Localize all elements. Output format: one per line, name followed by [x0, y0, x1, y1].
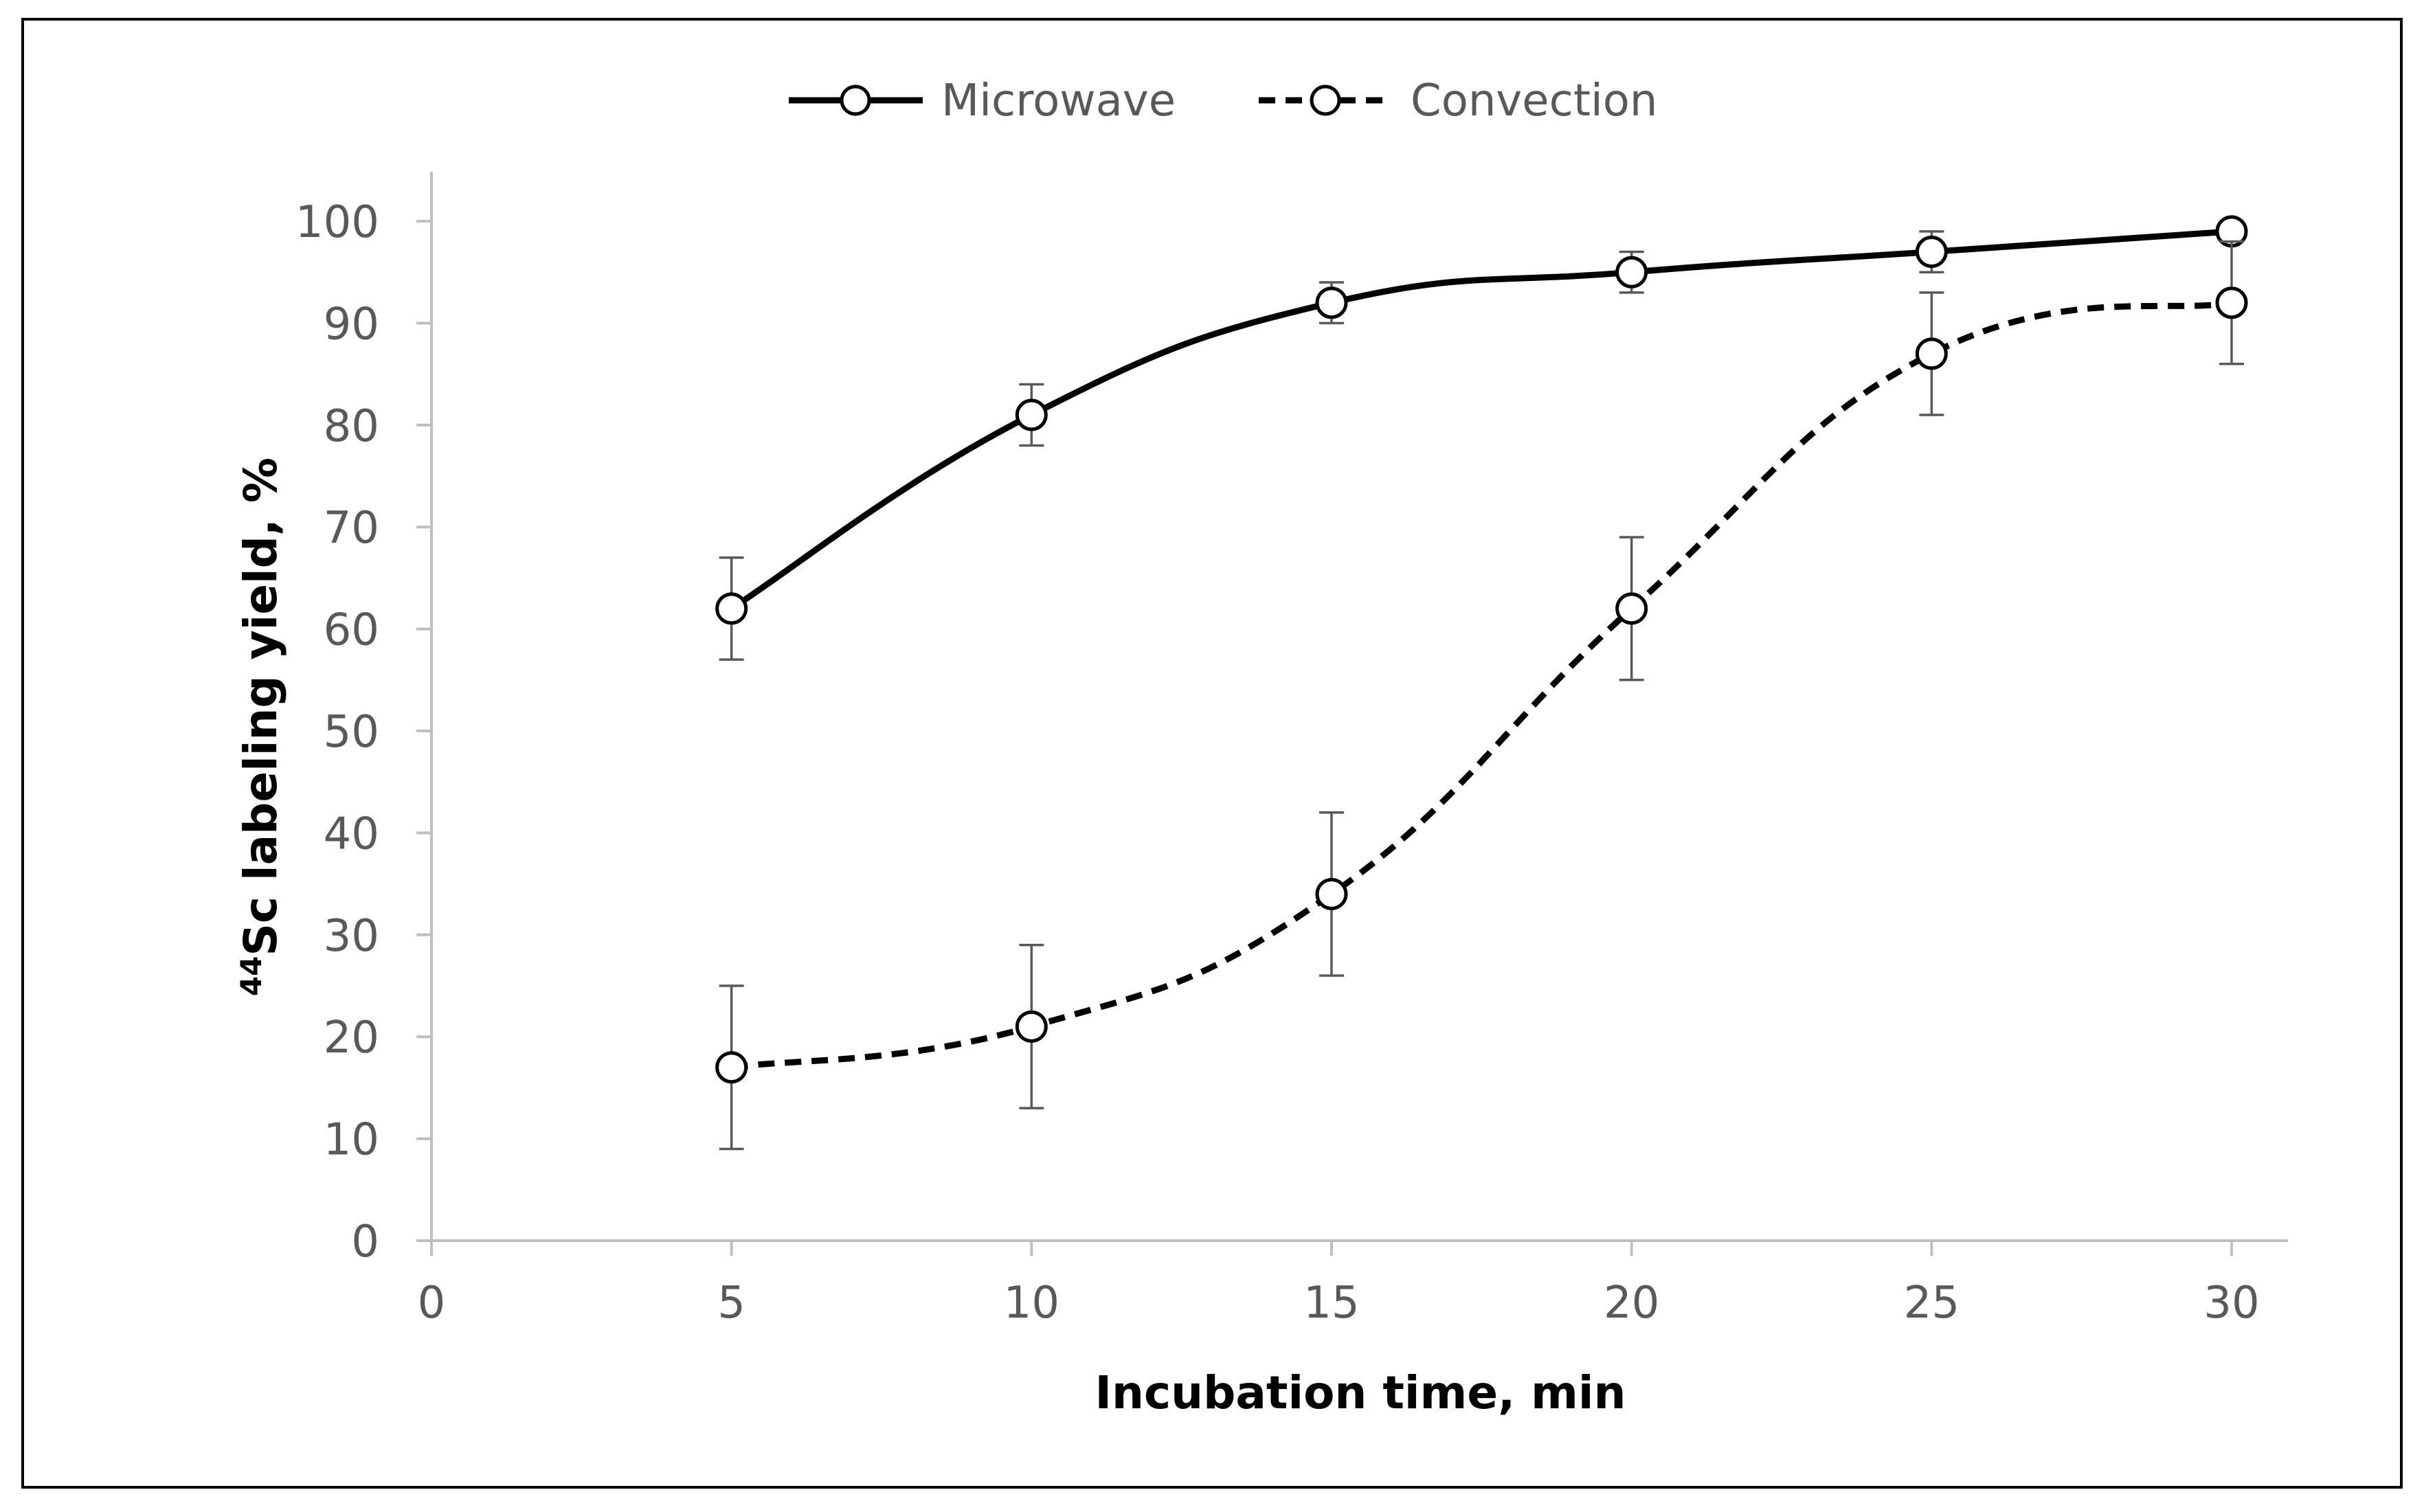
y-tick-label-0: 0	[351, 1217, 379, 1267]
series-convection	[715, 240, 2248, 1151]
series-line-microwave	[730, 228, 2232, 611]
x-tick-label-10: 10	[1004, 1278, 1059, 1329]
y-tick-label-50: 50	[324, 707, 379, 758]
data-point-convection-10	[1015, 1010, 1048, 1043]
data-point-microwave-15	[1315, 286, 1348, 319]
x-tick-label-25: 25	[1904, 1278, 1960, 1329]
y-tick-label-60: 60	[324, 605, 379, 656]
y-tick-label-30: 30	[324, 911, 379, 962]
x-tick-label-15: 15	[1303, 1278, 1359, 1329]
plot-area	[715, 215, 2248, 1151]
x-tick-label-20: 20	[1604, 1278, 1659, 1329]
data-point-microwave-5	[715, 592, 748, 625]
y-tick-label-10: 10	[324, 1115, 379, 1166]
data-point-convection-20	[1615, 592, 1648, 625]
chart-border	[21, 18, 2403, 1489]
y-tick-label-80: 80	[324, 401, 379, 452]
y-axis-ticks: 0 10 20 30 40 50 60 70 80 90 100	[295, 197, 431, 1267]
y-tick-label-20: 20	[324, 1013, 379, 1063]
y-tick-label-40: 40	[324, 809, 379, 859]
series-line-convection	[731, 300, 2232, 1071]
data-point-microwave-10	[1015, 398, 1048, 431]
legend-label-convection: Convection	[1411, 76, 1657, 126]
y-axis-title-text: Sc labeling yield, %	[234, 458, 287, 956]
x-axis-ticks: 0 5 10 15 20 25 30	[418, 1241, 2260, 1329]
axes: 0 5 10 15 20 25 30 0 10 20 30 40 50 60 70 80 90 100	[295, 172, 2288, 1329]
data-point-microwave-25	[1915, 236, 1948, 269]
legend-item-convection: Convection	[1259, 76, 1657, 126]
data-point-convection-15	[1315, 877, 1348, 910]
x-tick-label-0: 0	[418, 1278, 446, 1329]
data-point-convection-5	[715, 1051, 748, 1084]
legend: Microwave Convection	[789, 76, 1657, 126]
y-tick-label-90: 90	[324, 299, 379, 350]
y-tick-label-70: 70	[324, 503, 379, 554]
data-point-convection-30	[2215, 286, 2248, 319]
legend-marker-convection	[1310, 84, 1341, 116]
x-tick-label-5: 5	[717, 1278, 745, 1329]
y-tick-label-100: 100	[295, 197, 379, 248]
data-point-microwave-20	[1615, 256, 1648, 289]
y-axis-title: 44Sc labeling yield, %	[234, 458, 287, 996]
legend-item-microwave: Microwave	[789, 76, 1176, 126]
x-tick-label-30: 30	[2203, 1278, 2259, 1329]
series-microwave	[715, 215, 2248, 661]
data-point-convection-25	[1915, 337, 1948, 370]
y-axis-title-superscript: 44	[234, 956, 268, 996]
x-axis-title: Incubation time, min	[1095, 1366, 1626, 1419]
legend-label-microwave: Microwave	[941, 76, 1176, 126]
legend-marker-microwave	[840, 84, 871, 116]
